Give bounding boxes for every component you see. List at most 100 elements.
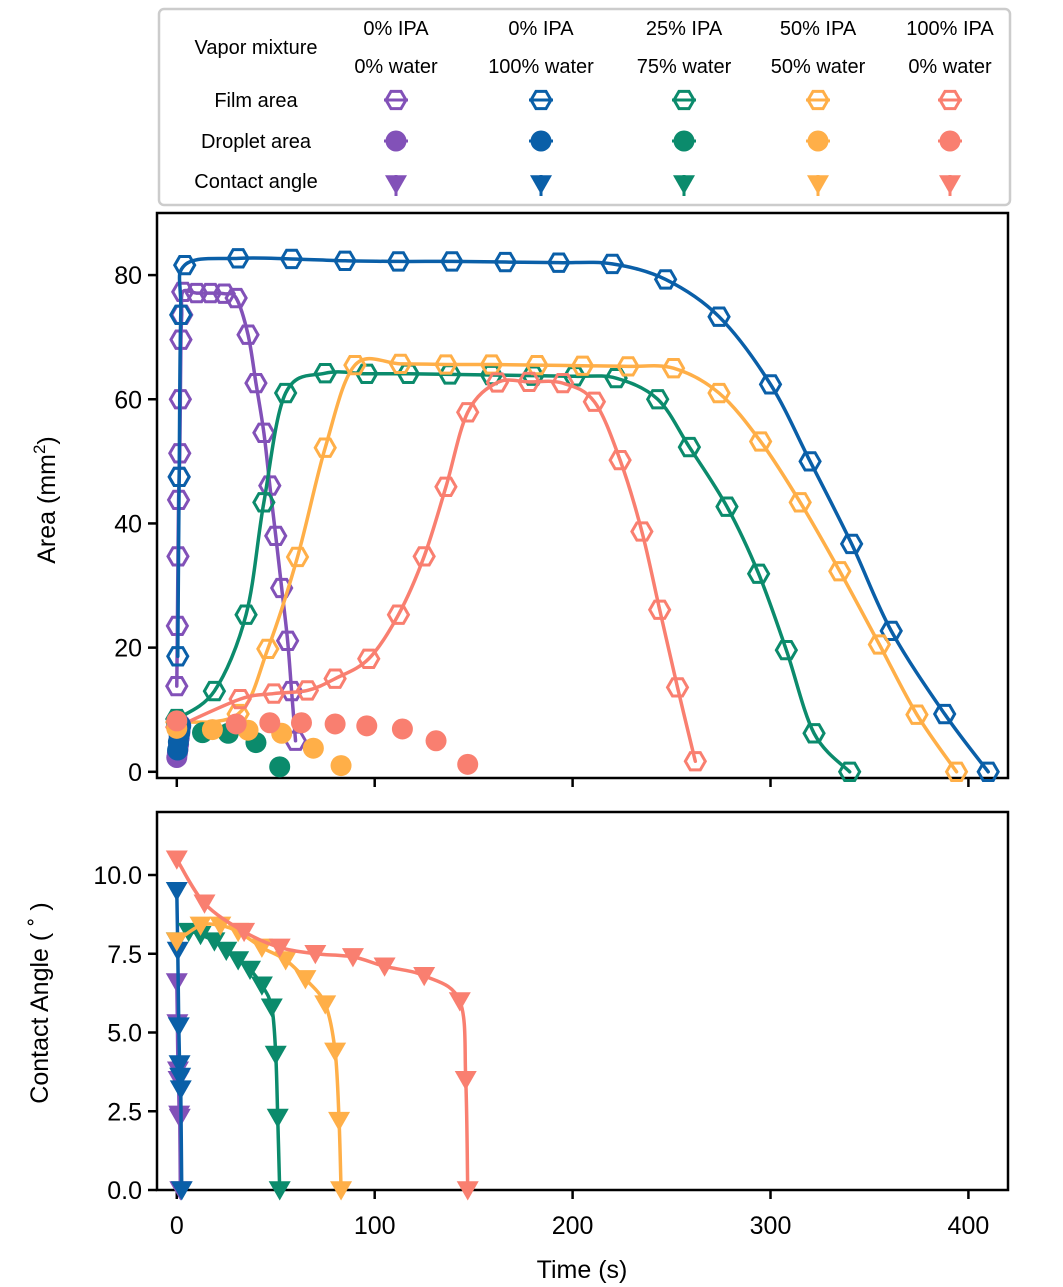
film-point bbox=[517, 371, 541, 393]
film-line bbox=[175, 370, 852, 774]
film-point bbox=[412, 546, 436, 567]
film-point bbox=[258, 475, 282, 496]
film-point bbox=[234, 604, 258, 625]
angle-point bbox=[268, 1181, 291, 1201]
film-point bbox=[357, 648, 381, 669]
angle-point bbox=[170, 1181, 193, 1201]
legend-col-line1: 50% IPA bbox=[780, 18, 857, 40]
film-point bbox=[166, 489, 191, 511]
film-series bbox=[165, 371, 708, 772]
legend-row-label-film-area: Film area bbox=[214, 90, 298, 112]
angle-point bbox=[166, 941, 189, 962]
legend-col-line2: 0% water bbox=[354, 56, 438, 78]
film-point bbox=[165, 615, 190, 637]
legend-drop-marker bbox=[807, 130, 829, 152]
film-point bbox=[932, 703, 957, 725]
x-tick-label: 100 bbox=[354, 1212, 396, 1240]
angle-point bbox=[304, 944, 327, 965]
angle-point bbox=[373, 957, 396, 977]
film-point bbox=[839, 533, 864, 555]
film-point bbox=[236, 324, 260, 345]
contact-angle-chart: 0.0 2.5 5.0 7.5 10.0 0 100 200 300 400 Contact A… bbox=[26, 810, 1010, 1240]
drop-point bbox=[425, 730, 447, 752]
film-point bbox=[285, 546, 310, 568]
film-point bbox=[746, 563, 771, 584]
film-line bbox=[176, 256, 990, 774]
film-point bbox=[169, 329, 193, 350]
drop-point bbox=[302, 737, 324, 759]
film-line bbox=[175, 378, 698, 763]
film-point bbox=[683, 751, 708, 772]
y-tick-label: 7.5 bbox=[107, 941, 142, 969]
film-point bbox=[275, 630, 300, 651]
film-point bbox=[166, 546, 190, 567]
legend-angle-marker bbox=[939, 175, 961, 195]
film-series bbox=[165, 281, 308, 751]
film-point bbox=[313, 363, 337, 384]
film-point bbox=[440, 251, 464, 272]
angle-series bbox=[165, 916, 353, 1201]
legend-col-line1: 0% IPA bbox=[508, 18, 574, 40]
film-point bbox=[707, 382, 731, 404]
film-point bbox=[837, 761, 862, 782]
legend-film-marker bbox=[672, 89, 696, 111]
angle-point bbox=[239, 960, 262, 980]
drop-point bbox=[356, 715, 378, 737]
angle-point bbox=[193, 894, 216, 914]
angle-point bbox=[314, 995, 337, 1015]
x-tick-label: 300 bbox=[750, 1212, 792, 1240]
angle-point bbox=[165, 881, 188, 902]
film-point bbox=[774, 639, 799, 661]
legend-row-label-droplet-area: Droplet area bbox=[201, 131, 312, 153]
drop-point bbox=[324, 713, 346, 735]
film-point bbox=[944, 761, 969, 782]
film-point bbox=[252, 422, 276, 443]
film-point bbox=[343, 354, 367, 376]
film-point bbox=[256, 638, 280, 660]
film-point bbox=[279, 248, 304, 270]
film-point bbox=[165, 675, 189, 697]
angle-point bbox=[268, 938, 291, 958]
film-point bbox=[661, 358, 686, 379]
x-tick-label: 200 bbox=[552, 1212, 594, 1240]
film-point bbox=[323, 668, 347, 689]
film-point bbox=[485, 372, 510, 393]
film-point bbox=[262, 683, 286, 704]
film-point bbox=[547, 252, 571, 273]
film-point bbox=[828, 561, 852, 582]
angle-point bbox=[227, 951, 250, 971]
film-series bbox=[166, 248, 1000, 782]
film-point bbox=[198, 282, 223, 304]
film-point bbox=[202, 680, 227, 702]
area-chart-frame bbox=[155, 211, 1010, 780]
film-point bbox=[616, 356, 640, 377]
film-point bbox=[905, 704, 929, 725]
film-line bbox=[175, 288, 298, 743]
x-tick-label: 0 bbox=[170, 1212, 184, 1240]
contact-angle-chart-frame bbox=[155, 810, 1010, 1192]
legend-drop-marker bbox=[385, 130, 407, 152]
angle-point bbox=[215, 941, 238, 962]
legend-col-line1: 100% IPA bbox=[906, 18, 994, 40]
y-tick-label: 5.0 bbox=[107, 1020, 142, 1048]
legend-row-label-contact-angle: Contact angle bbox=[194, 171, 317, 193]
film-point bbox=[715, 496, 739, 517]
film-point bbox=[677, 436, 702, 458]
y-tick-label: 20 bbox=[114, 635, 142, 663]
legend-drop-marker bbox=[939, 130, 961, 152]
legend-drop-marker bbox=[673, 130, 695, 152]
angle-point bbox=[341, 948, 364, 968]
drop-series bbox=[166, 710, 479, 775]
legend-col-line1: 0% IPA bbox=[363, 18, 429, 40]
film-point bbox=[226, 248, 250, 269]
film-point bbox=[252, 492, 276, 513]
y-tick-label: 0.0 bbox=[107, 1177, 142, 1205]
film-point bbox=[867, 634, 892, 655]
drop-point bbox=[166, 710, 188, 732]
y-tick-label: 2.5 bbox=[107, 1098, 142, 1126]
drop-point bbox=[201, 719, 223, 741]
angle-point bbox=[260, 998, 283, 1018]
angle-point bbox=[168, 1055, 191, 1075]
angle-point bbox=[448, 992, 471, 1012]
film-point bbox=[630, 521, 654, 542]
